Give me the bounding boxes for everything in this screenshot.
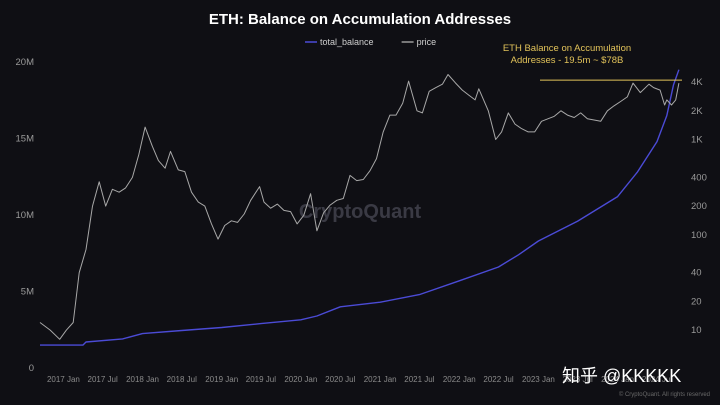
x-tick-label: 2019 Jul bbox=[246, 375, 276, 384]
y-left-tick-label: 10M bbox=[16, 210, 35, 221]
y-right-tick-label: 20 bbox=[691, 296, 702, 307]
legend-label-total-balance: total_balance bbox=[320, 37, 374, 47]
x-tick-label: 2018 Jul bbox=[167, 375, 197, 384]
series-price bbox=[39, 74, 680, 340]
y-right-tick-label: 10 bbox=[691, 325, 702, 336]
x-tick-label: 2022 Jul bbox=[483, 375, 513, 384]
cryptoquant-watermark: CryptoQuant bbox=[299, 201, 422, 223]
y-right-tick-label: 200 bbox=[691, 201, 707, 212]
y-left-tick-label: 20M bbox=[16, 57, 35, 68]
y-right-tick-label: 400 bbox=[691, 172, 707, 183]
legend: total_balance price bbox=[305, 37, 436, 47]
x-tick-label: 2018 Jan bbox=[126, 375, 159, 384]
series-total-balance bbox=[40, 69, 680, 346]
y-right-tick-label: 1K bbox=[691, 134, 703, 145]
y-left-tick-label: 0 bbox=[29, 363, 34, 374]
legend-label-price: price bbox=[417, 37, 437, 47]
y-right-tick-label: 40 bbox=[691, 268, 702, 279]
x-tick-label: 2017 Jan bbox=[47, 375, 80, 384]
x-tick-label: 2019 Jan bbox=[205, 375, 238, 384]
x-tick-label: 2023 Jan bbox=[522, 375, 555, 384]
x-tick-label: 2021 Jul bbox=[404, 375, 434, 384]
y-right-tick-label: 100 bbox=[691, 230, 707, 241]
annotation-text-line: Addresses - 19.5m ~ $78B bbox=[511, 55, 624, 66]
x-tick-label: 2017 Jul bbox=[88, 375, 118, 384]
y-left-tick-label: 5M bbox=[21, 287, 34, 298]
y-right-tick-label: 2K bbox=[691, 106, 703, 117]
plot-area bbox=[39, 69, 680, 346]
zhihu-overlay-mark: 知乎 @KKKKK bbox=[562, 366, 681, 386]
x-axis: 2017 Jan 2017 Jul 2018 Jan 2018 Jul 2019 Jan… bbox=[47, 375, 672, 384]
chart-title: ETH: Balance on Accumulation Addresses bbox=[209, 11, 511, 28]
annotation-text-line: ETH Balance on Accumulation bbox=[503, 43, 631, 54]
x-tick-label: 2023 Jul bbox=[563, 375, 593, 384]
x-tick-label: 2020 Jan bbox=[284, 375, 317, 384]
x-tick-label: 2020 Jul bbox=[325, 375, 355, 384]
copyright-text: © CryptoQuant. All rights reserved bbox=[619, 391, 710, 398]
x-tick-label: 2024 Jan bbox=[601, 375, 634, 384]
x-tick-label: 2021 Jan bbox=[364, 375, 397, 384]
y-axis-right: 10 20 40 100 200 400 1K 2K 4K bbox=[691, 77, 707, 336]
y-right-tick-label: 4K bbox=[691, 77, 703, 88]
y-axis-left: 0 5M 10M 15M 20M bbox=[16, 57, 35, 374]
y-left-tick-label: 15M bbox=[16, 134, 35, 145]
x-tick-label: 2024 Jul bbox=[642, 375, 672, 384]
x-tick-label: 2022 Jan bbox=[443, 375, 476, 384]
